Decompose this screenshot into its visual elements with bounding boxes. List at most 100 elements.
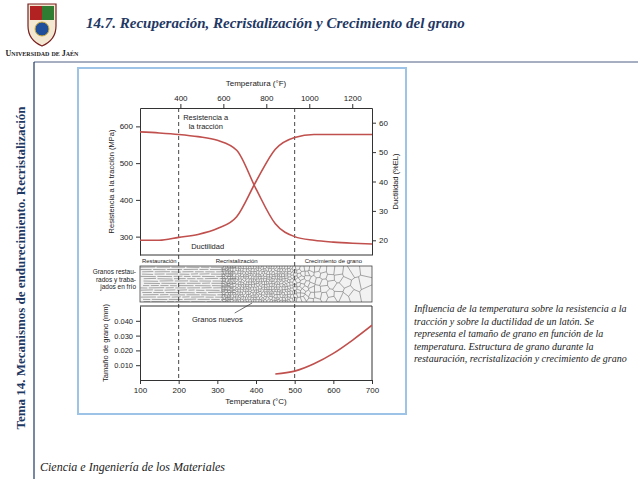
tick-label: 300 xyxy=(120,233,134,242)
tick-mark xyxy=(136,200,140,201)
tick-label: 800 xyxy=(260,94,274,103)
x2-axis: 400 600 800 1000 1200 xyxy=(141,94,373,109)
tick-label: 700 xyxy=(366,386,380,395)
tick-label: 200 xyxy=(172,386,186,395)
tick-mark xyxy=(372,123,376,124)
tick-label: 600 xyxy=(217,94,231,103)
tick-mark xyxy=(266,104,267,108)
logo-field xyxy=(42,6,54,20)
y-axis: 0.010 0.020 0.030 0.040 xyxy=(114,307,140,381)
tick-mark xyxy=(333,380,334,384)
tick: 40 xyxy=(372,178,388,187)
curve xyxy=(140,134,372,240)
x-axis: 100 200 300 400 500 600 700 xyxy=(134,380,380,395)
tick: 1000 xyxy=(301,94,319,108)
curve xyxy=(275,325,372,374)
tick-label: 0.010 xyxy=(114,361,133,370)
axis-line xyxy=(140,109,141,256)
tick-label: 400 xyxy=(120,196,134,205)
curve-label: Ductilidad xyxy=(191,242,224,251)
tick: 0.030 xyxy=(114,332,140,341)
plot-frame xyxy=(372,306,373,380)
x-axis-title: Temperatura (°C) xyxy=(225,397,287,406)
tick-label: 600 xyxy=(327,386,341,395)
tick-label: 400 xyxy=(174,94,188,103)
tick: 100 xyxy=(134,380,148,395)
tick: 500 xyxy=(120,159,140,168)
tick-mark xyxy=(352,104,353,108)
tick-label: 20 xyxy=(379,236,388,245)
y2-axis-title: Ductilidad (%EL) xyxy=(391,153,400,209)
tick-label: 40 xyxy=(379,178,388,187)
annotation: Granos nuevos xyxy=(192,315,243,324)
slide-title: 14.7. Recuperación, Recristalización y C… xyxy=(86,15,465,31)
footer: Ciencia e Ingeniería de los Materiales xyxy=(40,460,225,474)
tick-label: 60 xyxy=(379,119,388,128)
tick: 200 xyxy=(172,380,186,395)
tick-label: 300 xyxy=(211,386,225,395)
band-label: Granos restau- xyxy=(93,268,136,275)
region-boundary xyxy=(294,108,295,380)
region-label: Recristalización xyxy=(216,258,258,264)
tick: 300 xyxy=(211,380,225,395)
tick-label: 0.040 xyxy=(114,317,133,326)
axis-line xyxy=(141,108,373,109)
tick-mark xyxy=(136,126,140,127)
tick-mark xyxy=(223,104,224,108)
tick: 700 xyxy=(366,380,380,395)
tick-mark xyxy=(136,237,140,238)
grain-band-frame xyxy=(140,266,372,302)
logo-field xyxy=(30,6,42,20)
curve-label: Resistencia ala tracción xyxy=(183,113,229,131)
side-rule xyxy=(33,62,34,479)
grain-band xyxy=(140,266,372,302)
side-title: Tema 14. Mecanismos de endurecimiento. R… xyxy=(13,106,28,430)
logo-circle xyxy=(35,22,49,36)
tick: 500 xyxy=(288,380,302,395)
tick-label: 50 xyxy=(379,148,388,157)
tick-label: 500 xyxy=(120,159,134,168)
tick-mark xyxy=(136,336,140,337)
tick-mark xyxy=(372,182,376,183)
region-boundary xyxy=(178,108,179,380)
tick-label: 400 xyxy=(250,386,264,395)
tick-mark xyxy=(179,380,180,384)
region-label: Restauración xyxy=(142,258,177,264)
tick-label: 600 xyxy=(120,122,134,131)
region-label: Crecimiento de grano xyxy=(305,258,363,264)
tick-mark xyxy=(372,152,376,153)
axis-line xyxy=(140,307,141,381)
tick-label: 1200 xyxy=(344,94,362,103)
leader-line xyxy=(235,303,252,313)
new-grains xyxy=(221,266,372,302)
tick-label: 100 xyxy=(134,386,148,395)
y-axis-title: Resistencia a la tracción (MPa) xyxy=(107,129,116,233)
tick: 0.040 xyxy=(114,317,140,326)
tick-mark xyxy=(256,380,257,384)
curve xyxy=(140,132,372,244)
tick-mark xyxy=(136,321,140,322)
tick-mark xyxy=(295,380,296,384)
tick: 50 xyxy=(372,148,388,157)
tick-mark xyxy=(372,240,376,241)
y-axis: 300 400 500 600 xyxy=(120,109,141,256)
tick-mark xyxy=(140,380,141,384)
tick: 0.010 xyxy=(114,361,140,370)
tick-mark xyxy=(136,350,140,351)
y-axis-title: Tamaño de grano (mm) xyxy=(101,304,110,382)
plot-frame xyxy=(140,306,372,307)
figure-frame xyxy=(78,68,406,414)
grain-band-ground xyxy=(140,266,372,302)
caption: Influencia de la temperatura sobre la re… xyxy=(413,303,627,364)
x2-axis-title: Temperatura (°F) xyxy=(226,79,287,88)
upper-curves xyxy=(140,132,372,244)
tick: 600 xyxy=(327,380,341,395)
tick: 400 xyxy=(250,380,264,395)
tick-label: 30 xyxy=(379,207,388,216)
tick: 600 xyxy=(217,94,231,108)
tick-mark xyxy=(136,365,140,366)
tick: 400 xyxy=(120,196,140,205)
tick: 30 xyxy=(372,207,388,216)
slide: Universidad de Jaén14.7. Recuperación, R… xyxy=(0,0,638,479)
tick-label: 0.020 xyxy=(114,346,133,355)
